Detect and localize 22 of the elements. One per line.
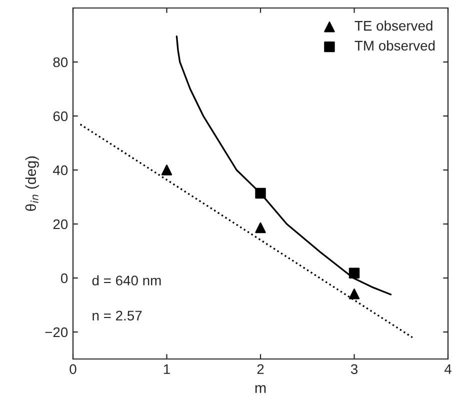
x-tick-label: 2	[257, 364, 264, 374]
annotation: n = 2.57	[92, 310, 142, 321]
y-tick-label: −20	[45, 327, 68, 338]
x-axis-title: m	[255, 385, 266, 393]
point	[161, 164, 172, 176]
point	[348, 268, 360, 278]
y-axis-title: θ$_{in}$ (deg)	[25, 156, 39, 211]
x-tick-label: 4	[444, 364, 452, 374]
legend-label: TE observed	[354, 20, 432, 31]
y-tick-label: 80	[53, 57, 68, 68]
point	[255, 188, 266, 199]
x-tick-label: 1	[164, 364, 170, 374]
y-tick-label: 40	[53, 165, 68, 176]
point	[255, 222, 266, 234]
x-tick-label: 0	[70, 364, 76, 374]
annotation: d = 640 nm	[92, 275, 161, 286]
x-tick-label: 3	[350, 364, 358, 374]
y-tick-label: 0	[60, 273, 68, 284]
y-tick-label: 20	[53, 219, 68, 230]
legend-label: TM observed	[354, 40, 435, 51]
y-tick-label: 60	[53, 111, 68, 122]
point	[348, 288, 360, 300]
